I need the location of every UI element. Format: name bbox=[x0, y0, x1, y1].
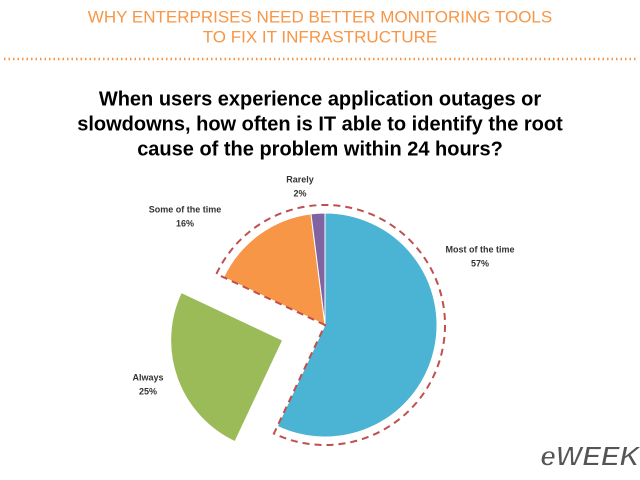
slice-label: Some of the time bbox=[149, 204, 222, 214]
pie-slice bbox=[170, 291, 284, 443]
pie-slice bbox=[276, 212, 438, 438]
slice-label: Most of the time bbox=[446, 244, 515, 254]
header-title: WHY ENTERPRISES NEED BETTER MONITORING T… bbox=[88, 7, 552, 26]
logo: eWEEK bbox=[540, 440, 640, 471]
dashed-outline bbox=[215, 204, 446, 446]
slice-value-label: 57% bbox=[471, 258, 489, 268]
slice-label: Always bbox=[132, 372, 163, 382]
slice-value-label: 16% bbox=[176, 218, 194, 228]
chart-title: When users experience application outage… bbox=[99, 88, 542, 110]
slice-label: Rarely bbox=[286, 174, 314, 184]
pie-slice bbox=[310, 212, 326, 326]
slice-value-label: 25% bbox=[139, 386, 157, 396]
chart-title: cause of the problem within 24 hours? bbox=[137, 138, 503, 160]
chart-title: slowdowns, how often is IT able to ident… bbox=[77, 113, 563, 135]
header-title: TO FIX IT INFRASTRUCTURE bbox=[203, 27, 438, 46]
slice-value-label: 2% bbox=[293, 188, 306, 198]
pie-slice bbox=[222, 213, 326, 326]
